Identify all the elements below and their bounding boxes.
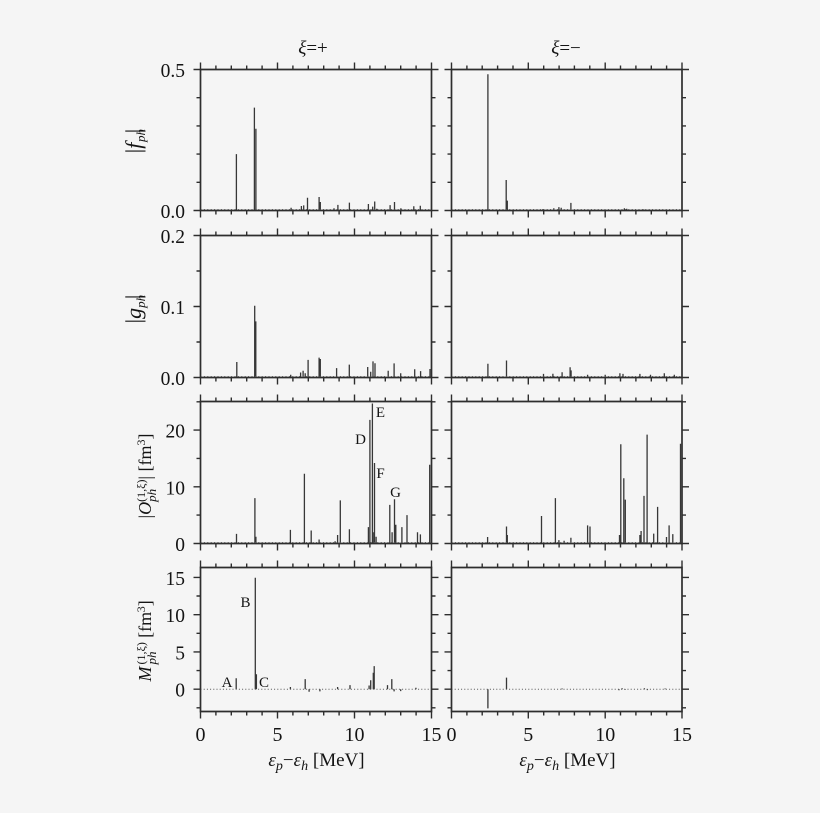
svg-text:5: 5 (523, 724, 533, 746)
svg-text:|: | (121, 129, 146, 133)
svg-text:5: 5 (273, 724, 283, 746)
svg-text:G: G (390, 485, 401, 501)
svg-text:A: A (222, 675, 233, 691)
svg-text:(1,ξ): (1,ξ) (134, 480, 148, 502)
svg-text:ph: ph (144, 652, 159, 666)
svg-text:0: 0 (196, 724, 206, 746)
svg-text:15: 15 (422, 724, 442, 746)
svg-text:ξ=+: ξ=+ (298, 38, 328, 59)
svg-text:|: | (121, 149, 146, 153)
svg-text:f: f (121, 140, 146, 149)
svg-text:]: ] (135, 600, 155, 606)
svg-text:|: | (121, 295, 146, 299)
svg-text:B: B (240, 595, 250, 611)
svg-text:ph: ph (133, 295, 148, 309)
svg-text:(1,ξ): (1,ξ) (134, 642, 148, 664)
svg-text:0.2: 0.2 (161, 227, 185, 248)
svg-text:20: 20 (166, 422, 186, 443)
svg-text:0: 0 (175, 535, 185, 556)
svg-text:0.0: 0.0 (161, 369, 185, 390)
svg-text:F: F (376, 466, 384, 482)
svg-text:0.1: 0.1 (161, 298, 185, 319)
svg-text:10: 10 (166, 478, 186, 499)
svg-text:εp−εh [MeV]: εp−εh [MeV] (519, 750, 615, 774)
svg-text:M: M (135, 666, 155, 683)
svg-text:3: 3 (134, 606, 148, 612)
svg-text:5: 5 (175, 643, 185, 664)
svg-text:ξ=−: ξ=− (551, 38, 581, 59)
svg-text:|: | (121, 319, 146, 323)
svg-text:15: 15 (672, 724, 692, 746)
svg-text:10: 10 (345, 724, 365, 746)
svg-text:0.5: 0.5 (161, 61, 185, 82)
svg-text:|O: |O (135, 502, 155, 519)
svg-text:10: 10 (595, 724, 615, 746)
svg-text:3: 3 (134, 440, 148, 446)
svg-text:[fm: [fm (135, 612, 155, 638)
svg-text:| [fm: | [fm (135, 446, 155, 480)
svg-text:0: 0 (175, 681, 185, 702)
svg-text:εp−εh [MeV]: εp−εh [MeV] (268, 750, 364, 774)
svg-text:0: 0 (447, 724, 457, 746)
svg-text:ph: ph (144, 489, 159, 503)
svg-text:E: E (376, 405, 385, 421)
svg-text:15: 15 (166, 569, 186, 590)
svg-text:10: 10 (166, 606, 186, 627)
svg-text:C: C (259, 675, 269, 691)
svg-text:D: D (355, 432, 366, 448)
svg-text:]: ] (135, 434, 155, 440)
svg-text:g: g (121, 308, 146, 319)
svg-text:ph: ph (133, 129, 148, 143)
svg-text:0.0: 0.0 (161, 202, 185, 223)
